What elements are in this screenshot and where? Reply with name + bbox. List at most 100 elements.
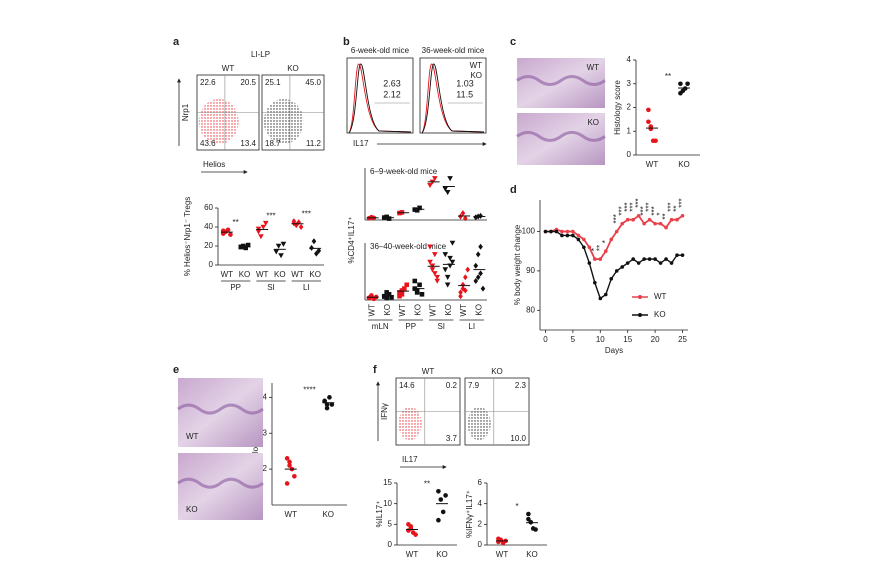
cell-cloud [198, 99, 239, 144]
y-tick-label: 0 [478, 540, 483, 549]
y-tick-label: 90 [526, 266, 535, 275]
point [571, 229, 575, 234]
sample-label: WT [422, 367, 435, 376]
dot [460, 281, 466, 288]
histogram-curve [421, 63, 485, 134]
value-label: 2.12 [383, 90, 401, 100]
dot [443, 493, 448, 498]
point [565, 229, 570, 234]
dot [245, 242, 251, 248]
dot [386, 216, 392, 221]
dot [417, 282, 422, 288]
point [593, 257, 597, 261]
legend-label: WT [470, 61, 483, 70]
x-tick-label: WT [406, 550, 419, 559]
dot [496, 536, 501, 542]
y-tick-label: 4 [478, 499, 483, 508]
image-label: WT [186, 432, 199, 441]
dot [278, 253, 284, 259]
line [545, 230, 683, 300]
significance: *** [650, 206, 659, 215]
point [669, 261, 674, 265]
point [560, 229, 564, 234]
y-tick-label: 0 [388, 540, 393, 549]
dot [463, 215, 468, 222]
dot [228, 232, 233, 237]
y-tick-label: 1 [627, 126, 632, 135]
dot [526, 516, 531, 522]
dot [432, 271, 438, 277]
point [642, 257, 646, 261]
x-axis-label: IL17 [353, 139, 369, 148]
dot [412, 278, 418, 284]
point [658, 221, 663, 226]
y-axis-label: Histology score [613, 80, 622, 135]
tissue-edge [177, 477, 264, 489]
y-tick-label: 3 [627, 79, 632, 88]
dot [653, 138, 658, 144]
x-tick-label: WT [256, 270, 269, 279]
y-axis-label: %IL17⁺ [375, 501, 384, 528]
y-tick-label: 5 [388, 519, 393, 528]
point [582, 245, 586, 250]
dot [280, 241, 287, 247]
dot [480, 285, 486, 292]
dot [427, 183, 433, 189]
group-label: LI [468, 322, 475, 331]
x-tick-label: WT [459, 304, 468, 317]
dot [399, 288, 405, 293]
dot [646, 107, 651, 113]
dot [399, 292, 405, 297]
dot [327, 395, 332, 400]
y-axis-label: IFNγ [380, 403, 389, 420]
significance: * [656, 213, 665, 216]
significance: *** [266, 211, 275, 220]
value-label: 11.5 [456, 90, 473, 100]
dot [463, 287, 468, 294]
dot [413, 532, 418, 537]
significance: *** [612, 214, 621, 223]
dot [287, 463, 292, 468]
y-tick-label: 2 [263, 464, 268, 473]
dot [473, 278, 479, 284]
dot [449, 240, 456, 246]
dot [427, 244, 433, 250]
x-axis-label: Days [605, 346, 623, 355]
dot [381, 294, 387, 299]
significance: ** [672, 205, 681, 211]
dot [322, 398, 327, 404]
panel-title: 36-week-old mice [422, 46, 485, 55]
dot [473, 214, 479, 221]
significance: ** [665, 72, 671, 81]
dot [324, 405, 330, 411]
dot [397, 290, 402, 295]
quadrant-label: 20.5 [240, 78, 256, 87]
point [609, 276, 614, 281]
quadrant-label: 43.6 [200, 139, 216, 148]
significance: *** [639, 206, 648, 215]
point [560, 233, 564, 238]
histogram-curve [421, 63, 485, 134]
panel-letter: c [510, 36, 516, 48]
x-tick-label: WT [368, 304, 377, 317]
quadrant-label: 0.2 [446, 381, 458, 390]
point [598, 257, 603, 261]
significance: **** [303, 385, 315, 394]
x-tick-label: 20 [651, 335, 660, 344]
quadrant-label: 25.1 [265, 78, 281, 87]
point [664, 257, 668, 261]
dot [275, 243, 282, 249]
point [609, 237, 614, 242]
sample-label: KO [491, 367, 503, 376]
x-tick-label: KO [383, 304, 392, 316]
quadrant-label: 11.2 [306, 139, 322, 148]
significance: *** [667, 202, 676, 211]
y-axis-label: %IFNγ⁺IL17⁺ [465, 490, 474, 538]
point [625, 217, 630, 222]
significance: *** [645, 202, 654, 211]
panel-title: 6-week-old mice [351, 46, 410, 55]
x-tick-label: KO [274, 270, 286, 279]
dot [648, 126, 654, 132]
value-label: 1.03 [456, 79, 474, 89]
x-tick-label: KO [322, 510, 334, 519]
